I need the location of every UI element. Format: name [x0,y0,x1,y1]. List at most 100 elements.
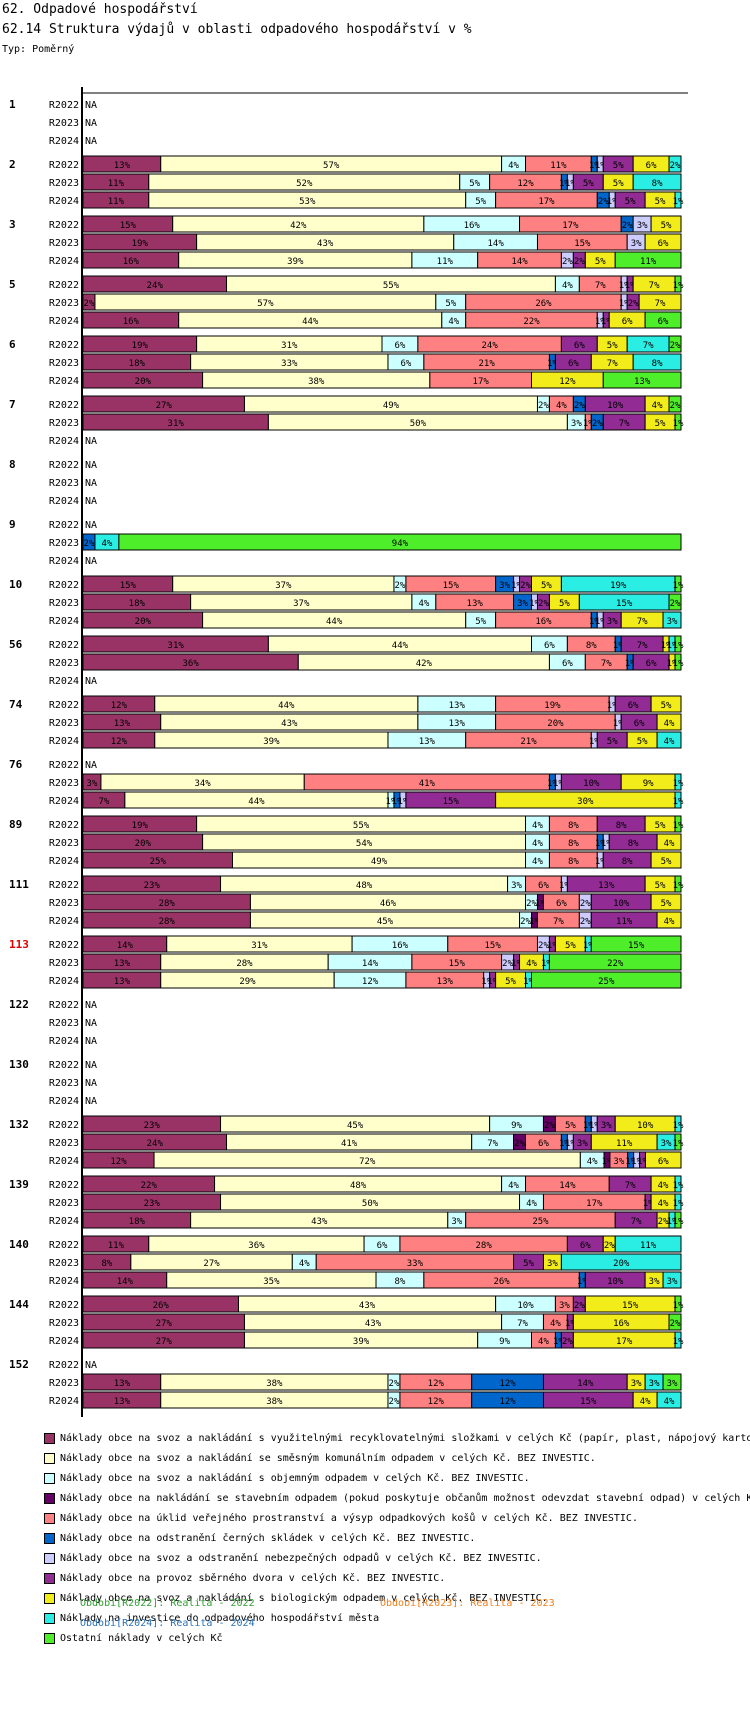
bar-value-label: 31% [281,341,298,351]
period-label: R2022 [49,1120,79,1131]
bar-segment [674,1115,682,1133]
bar-value-label: 14% [117,941,134,951]
na-label: NA [85,1096,97,1107]
bar-value-label: 2% [670,161,681,171]
bar-value-label: 19% [132,821,149,831]
bar-value-label: 54% [356,839,373,849]
bar-value-label: 13% [449,719,466,729]
na-label: NA [85,478,97,489]
bar-value-label: 17% [562,221,579,231]
period-label: R2023 [49,418,79,429]
bar-value-label: 4% [658,1199,669,1209]
bar-value-label: 1% [589,161,600,171]
bar-value-label: 1% [589,1121,600,1131]
bar-value-label: 49% [383,401,400,411]
bar-value-label: 3% [577,1139,588,1149]
period-label: R2022 [49,1000,79,1011]
bar-value-label: 7% [487,1139,498,1149]
bar-value-label: 3% [661,1139,672,1149]
bar-value-label: 3% [601,1121,612,1131]
bar-value-label: 5% [655,881,666,891]
period-label: R2023 [49,1078,79,1089]
bar-value-label: 8% [622,857,633,867]
bar-segment [614,1235,682,1253]
legend-swatch [44,1492,55,1504]
bar-value-label: 26% [153,1301,170,1311]
bar-value-label: 1% [595,857,606,867]
bar-value-label: 1% [673,821,684,831]
bar-value-label: 15% [622,1301,639,1311]
bar-value-label: 14% [559,1181,576,1191]
legend-label: Náklady obce na svoz a odstranění nebezp… [60,1552,542,1564]
bar-value-label: 2% [604,1241,615,1251]
bar-value-label: 2% [538,401,549,411]
bar-value-label: 43% [359,1301,376,1311]
bar-value-label: 17% [586,1199,603,1209]
bar-value-label: 4% [532,857,543,867]
bar-value-label: 7% [517,1319,528,1329]
bar-segment [674,413,682,431]
period-label: R2023 [49,658,79,669]
bar-value-label: 24% [147,1139,164,1149]
bar-value-label: 1% [613,719,624,729]
bar-value-label: 5% [469,179,480,189]
na-label: NA [85,1000,97,1011]
bar-segment [674,653,682,671]
bar-segment [614,251,682,269]
bar-value-label: 94% [392,539,409,549]
bar-value-label: 19% [132,341,149,351]
bar-value-label: 43% [365,1319,382,1329]
bar-value-label: 22% [141,1181,158,1191]
group-label: 76 [9,758,23,771]
bar-value-label: 6% [628,701,639,711]
bar-value-label: 1% [595,317,606,327]
bar-segment [668,335,682,353]
bar-value-label: 2% [622,221,633,231]
bar-value-label: 31% [251,941,268,951]
bar-value-label: 1% [667,659,678,669]
bar-segment [674,875,682,893]
bar-value-label: 1% [673,1217,684,1227]
bar-value-label: 57% [257,299,274,309]
bar-value-label: 44% [392,641,409,651]
period-label: R2023 [49,478,79,489]
period-label: R2023 [49,118,79,129]
bar-value-label: 20% [135,839,152,849]
bar-value-label: 4% [508,1181,519,1191]
bar-value-label: 1% [625,281,636,291]
bar-segment [662,611,682,629]
group-label: 5 [9,278,16,291]
bar-value-label: 28% [159,917,176,927]
bar-value-label: 15% [120,221,137,231]
bar-value-label: 5% [595,257,606,267]
bar-value-label: 1% [541,959,552,969]
bar-value-label: 5% [625,197,636,207]
bar-value-label: 28% [476,1241,493,1251]
period-label: R2022 [49,160,79,171]
period-label: R2022 [49,1240,79,1251]
bar-value-label: 13% [114,1397,131,1407]
bar-value-label: 16% [123,257,140,267]
legend-item: Náklady na investice do odpadového hospo… [44,1608,750,1628]
bar-value-label: 7% [607,359,618,369]
group-label: 111 [9,878,29,891]
bar-value-label: 5% [607,341,618,351]
bar-value-label: 1% [583,419,594,429]
bar-value-label: 1% [535,899,546,909]
bar-value-label: 5% [661,857,672,867]
bar-value-label: 3% [571,419,582,429]
legend-swatch [44,1572,55,1584]
bar-value-label: 2% [538,599,549,609]
bar-value-label: 16% [392,941,409,951]
bar-value-label: 20% [613,1259,630,1269]
legend-swatch [44,1612,55,1624]
period-label: R2022 [49,1060,79,1071]
bar-value-label: 8% [395,1277,406,1287]
na-label: NA [85,1060,97,1071]
bar-value-label: 3% [667,617,678,627]
bar-value-label: 43% [311,1217,328,1227]
bar-value-label: 7% [99,797,110,807]
period-label: R2022 [49,880,79,891]
bar-value-label: 11% [640,1241,657,1251]
bar-value-label: 2% [514,1139,525,1149]
